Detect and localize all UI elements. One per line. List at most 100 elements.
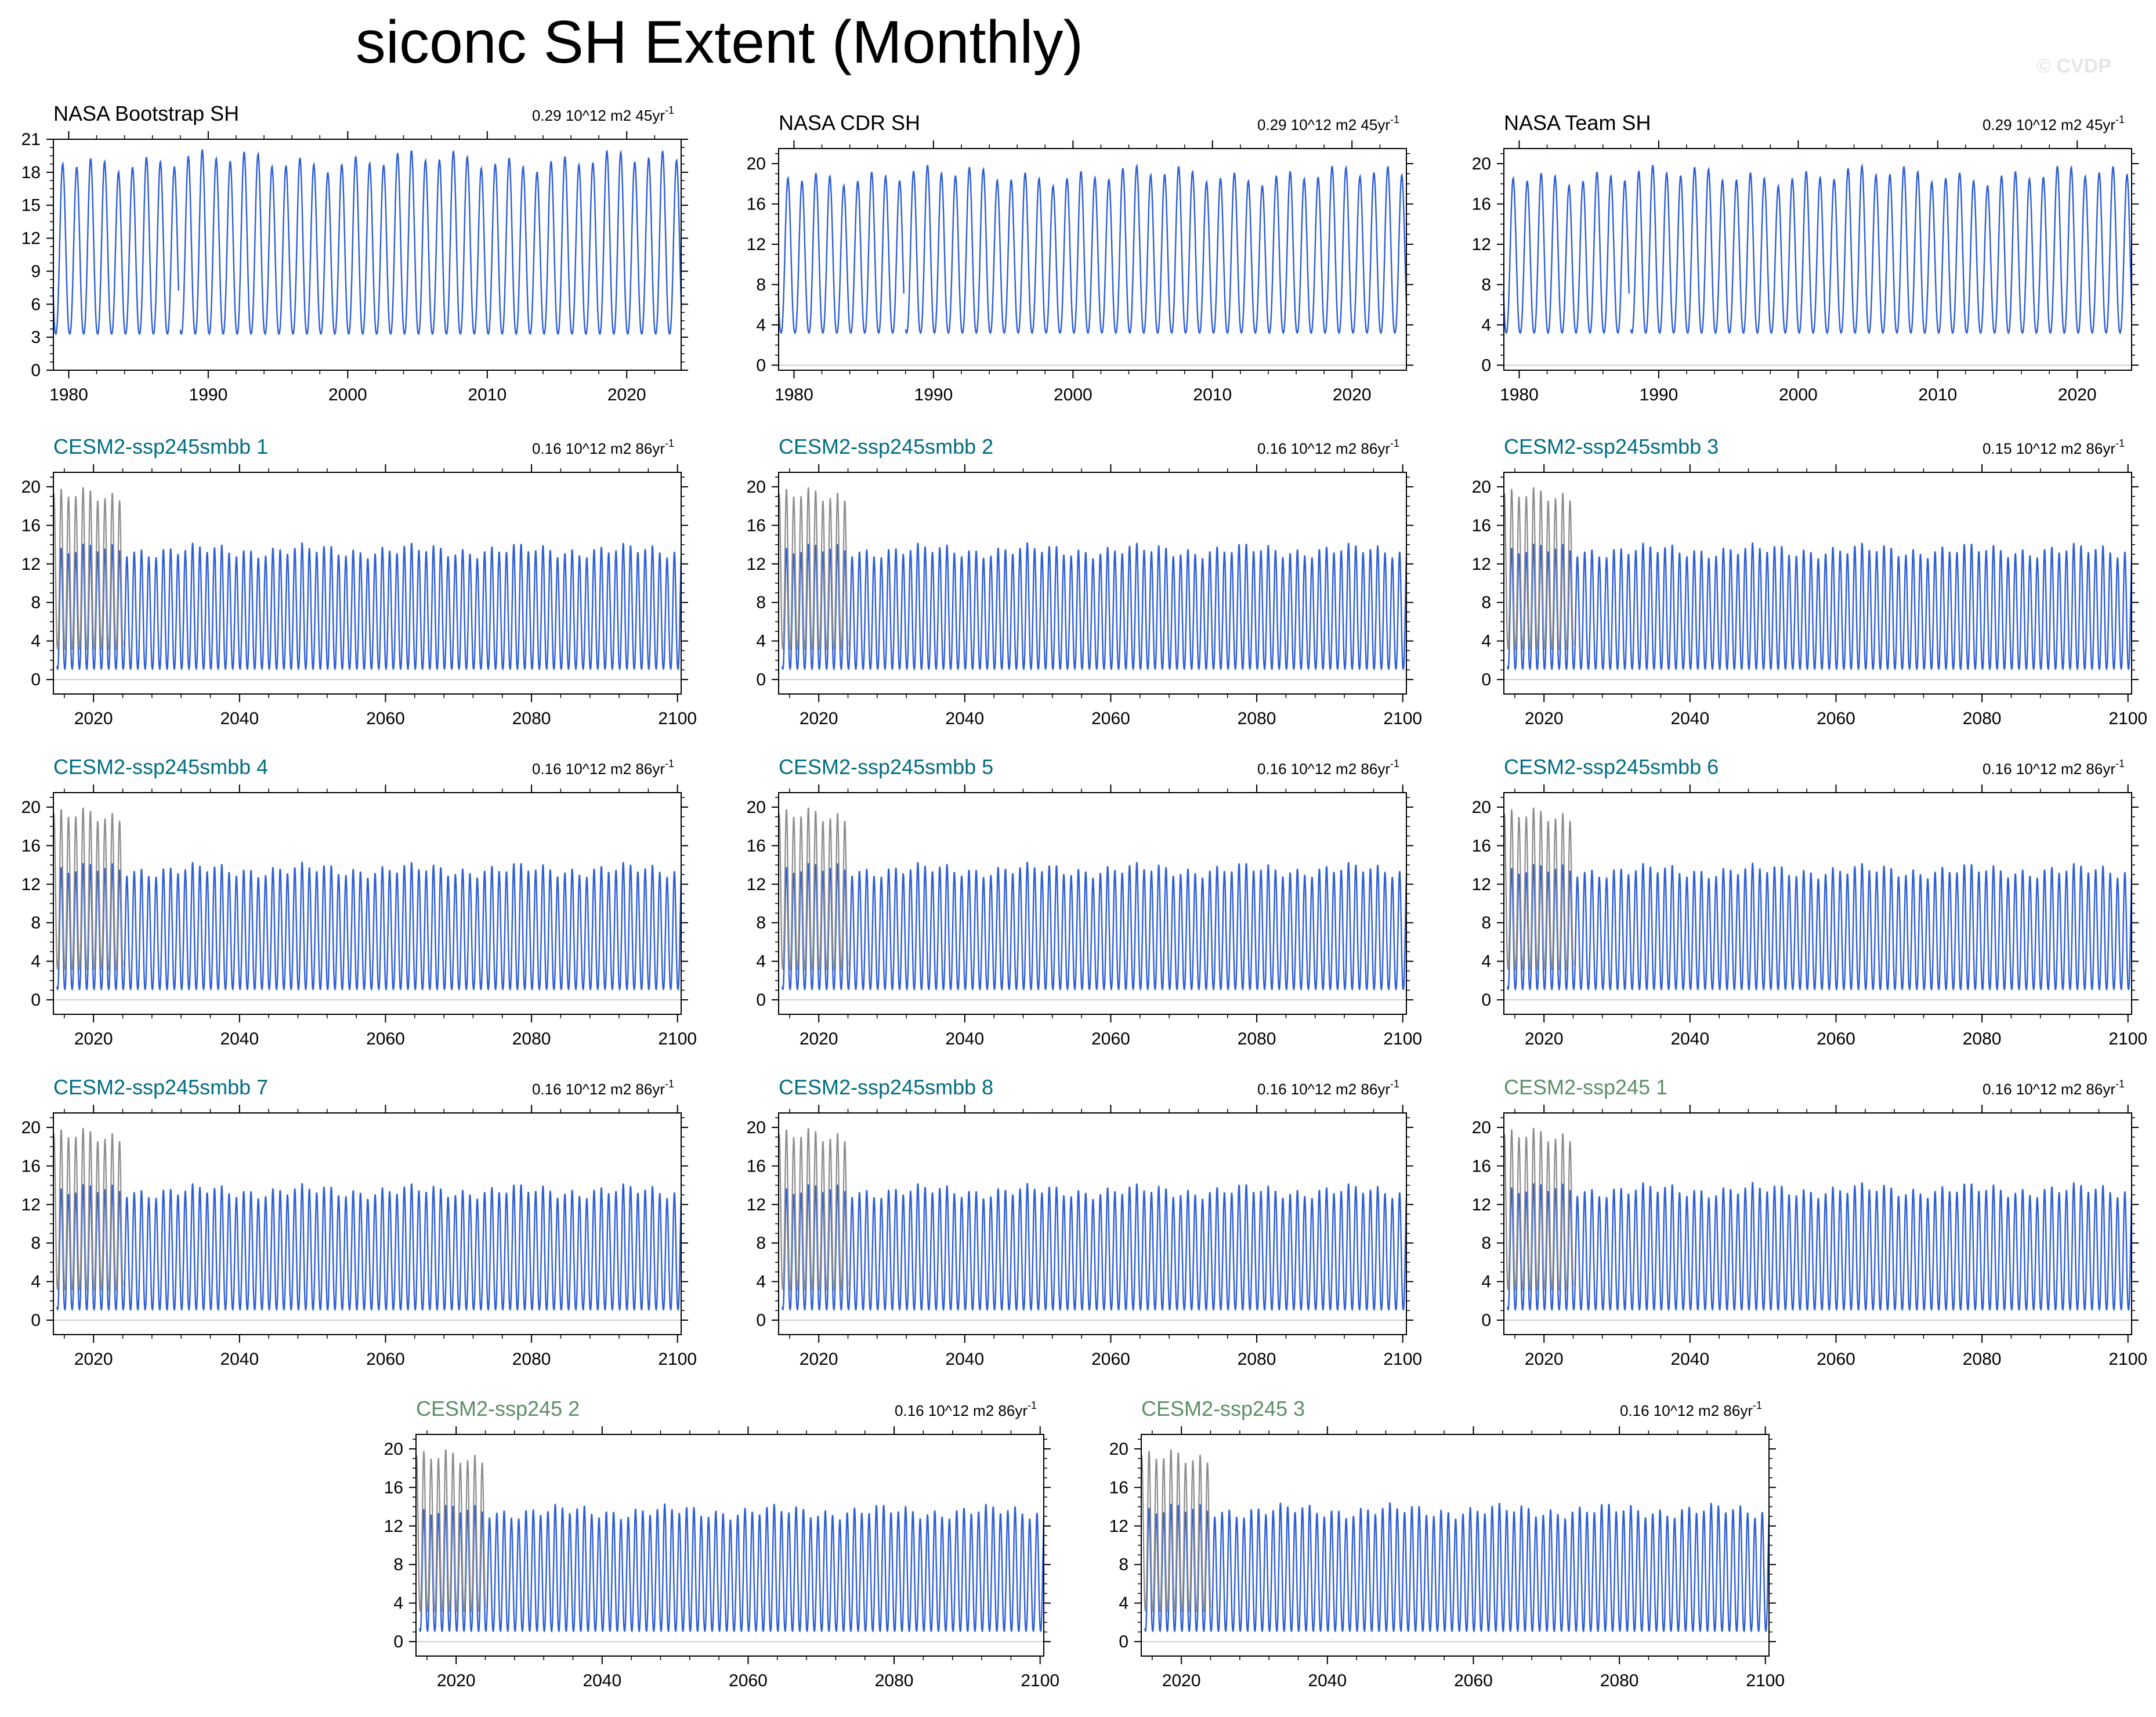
reference-series-line [1503, 807, 1574, 971]
y-tick-label: 16 [21, 836, 41, 855]
y-tick-label: 15 [21, 196, 41, 215]
figure-title: siconc SH Extent (Monthly) [355, 9, 1084, 76]
panel-10: CESM2-ssp245smbb 7 0.16 10^12 m2 86yr-1 0 4… [21, 1075, 697, 1369]
y-tick-label: 4 [31, 952, 41, 971]
x-tick-label: 2040 [1670, 1029, 1709, 1049]
x-tick-label: 1980 [775, 385, 813, 404]
panel-2: NASA CDR SH 0.29 10^12 m2 45yr-1 0 4 8 12 16 20… [747, 111, 1413, 404]
y-tick-label: 20 [21, 1118, 41, 1137]
y-tick-label: 12 [747, 1195, 766, 1214]
x-tick-label: 1990 [914, 385, 953, 404]
x-tick-label: 2100 [658, 1350, 697, 1369]
x-tick-label: 2000 [1054, 385, 1093, 404]
x-tick-label: 2020 [74, 1029, 113, 1049]
x-tick-label: 2080 [512, 1029, 551, 1049]
y-tick-label: 12 [21, 1195, 41, 1214]
trend-label: 0.16 10^12 m2 86yr-1 [1257, 758, 1399, 778]
x-tick-label: 2040 [220, 709, 259, 728]
trend-label: 0.16 10^12 m2 86yr-1 [1257, 1078, 1399, 1098]
x-tick-label: 2010 [468, 385, 507, 404]
watermark: © CVDP [2036, 55, 2111, 77]
y-tick-label: 8 [1481, 1234, 1491, 1253]
x-tick-label: 2100 [1383, 1350, 1422, 1369]
y-tick-label: 18 [21, 163, 41, 182]
y-tick-label: 4 [756, 952, 766, 971]
y-tick-label: 0 [31, 361, 41, 380]
series-line [1144, 1502, 1770, 1633]
x-tick-label: 2040 [945, 709, 984, 728]
panel-title: CESM2-ssp245 3 [1141, 1397, 1305, 1420]
y-tick-label: 8 [1481, 913, 1491, 932]
y-tick-label: 4 [31, 1273, 41, 1292]
series-line [56, 542, 682, 671]
y-tick-label: 8 [756, 913, 766, 932]
y-tick-label: 0 [1119, 1632, 1128, 1651]
x-tick-label: 2080 [1963, 1029, 2002, 1049]
trend-label: 0.16 10^12 m2 86yr-1 [532, 438, 674, 457]
panel-5: CESM2-ssp245smbb 2 0.16 10^12 m2 86yr-1 0 4… [747, 435, 1422, 728]
x-tick-label: 2060 [1091, 1029, 1130, 1049]
y-tick-label: 12 [1472, 235, 1491, 254]
y-tick-label: 4 [1481, 1273, 1491, 1292]
x-tick-label: 2020 [74, 1350, 113, 1369]
y-tick-label: 16 [747, 1156, 766, 1176]
y-tick-label: 16 [1472, 195, 1491, 214]
x-tick-label: 2080 [1238, 709, 1276, 728]
y-tick-label: 16 [1472, 1156, 1491, 1176]
x-tick-label: 2060 [1817, 1350, 1855, 1369]
series-line [419, 1503, 1045, 1633]
x-tick-label: 2020 [1525, 1029, 1564, 1049]
y-tick-label: 12 [21, 875, 41, 894]
x-tick-label: 2020 [1333, 385, 1372, 404]
x-tick-label: 2100 [658, 709, 697, 728]
x-tick-label: 1990 [189, 385, 228, 404]
y-tick-label: 20 [747, 154, 766, 173]
y-tick-label: 4 [1119, 1594, 1128, 1613]
panel-title: NASA Bootstrap SH [53, 102, 239, 125]
x-tick-label: 2060 [366, 1029, 405, 1049]
panel-title: CESM2-ssp245smbb 1 [53, 435, 268, 458]
reference-series-line [1503, 487, 1574, 650]
y-tick-label: 20 [1472, 798, 1491, 817]
x-tick-label: 2040 [583, 1671, 621, 1690]
panel-11: CESM2-ssp245smbb 8 0.16 10^12 m2 86yr-1 0 4… [747, 1075, 1422, 1369]
x-tick-label: 2010 [1918, 385, 1957, 404]
y-tick-label: 16 [384, 1478, 403, 1497]
trend-label: 0.16 10^12 m2 86yr-1 [1257, 438, 1399, 457]
y-tick-label: 0 [756, 1311, 766, 1330]
x-tick-label: 2010 [1193, 385, 1232, 404]
y-tick-label: 0 [1481, 1311, 1491, 1330]
y-tick-label: 0 [756, 991, 766, 1010]
panel-13: CESM2-ssp245 2 0.16 10^12 m2 86yr-1 0 4 8 12 1… [384, 1397, 1059, 1690]
y-tick-label: 0 [31, 670, 41, 689]
panel-7: CESM2-ssp245smbb 4 0.16 10^12 m2 86yr-1 0 4… [21, 755, 697, 1049]
y-tick-label: 4 [393, 1594, 403, 1613]
panel-4: CESM2-ssp245smbb 1 0.16 10^12 m2 86yr-1 0 4… [21, 435, 697, 728]
y-tick-label: 16 [1109, 1478, 1128, 1497]
y-tick-label: 4 [756, 632, 766, 651]
y-tick-label: 16 [21, 516, 41, 535]
trend-label: 0.16 10^12 m2 86yr-1 [1620, 1400, 1762, 1419]
y-tick-label: 0 [1481, 670, 1491, 689]
y-tick-label: 0 [31, 1311, 41, 1330]
x-tick-label: 2000 [1779, 385, 1818, 404]
x-tick-label: 2040 [1670, 709, 1709, 728]
trend-label: 0.16 10^12 m2 86yr-1 [532, 1078, 674, 1098]
x-tick-label: 2100 [1383, 1029, 1422, 1049]
reference-series-line [777, 807, 849, 971]
reference-series-line [415, 1449, 486, 1613]
x-tick-label: 2040 [220, 1350, 259, 1369]
y-tick-label: 8 [756, 275, 766, 294]
series-line [1507, 1181, 2133, 1311]
y-tick-label: 0 [1481, 356, 1491, 375]
y-tick-label: 8 [1481, 275, 1491, 294]
y-tick-label: 12 [747, 235, 766, 254]
y-tick-label: 4 [1481, 316, 1491, 335]
panel-title: CESM2-ssp245smbb 6 [1504, 755, 1719, 779]
y-tick-label: 20 [21, 798, 41, 817]
plot-frame [1503, 148, 2132, 371]
x-tick-label: 2000 [328, 385, 367, 404]
panel-12: CESM2-ssp245 1 0.16 10^12 m2 86yr-1 0 4 8 12 1… [1472, 1075, 2147, 1369]
x-tick-label: 2100 [1021, 1671, 1059, 1690]
y-tick-label: 9 [31, 262, 41, 281]
